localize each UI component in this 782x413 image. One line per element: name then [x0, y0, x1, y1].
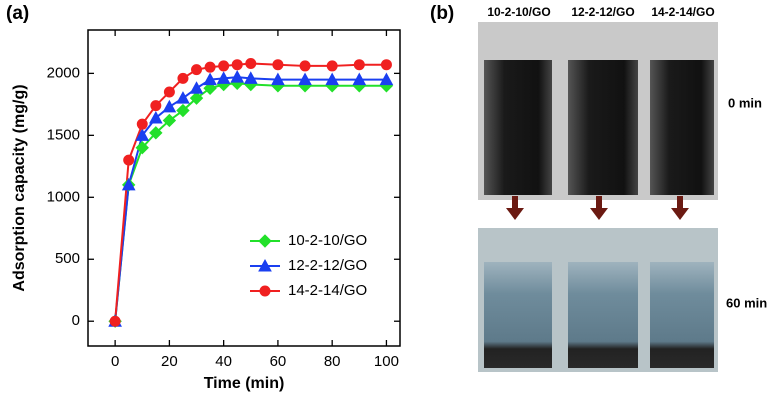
marker — [163, 86, 175, 98]
marker — [352, 72, 367, 86]
arrows — [506, 196, 689, 220]
sample-label: 10-2-10/GO — [487, 5, 550, 19]
marker — [191, 64, 203, 76]
marker — [121, 177, 136, 191]
marker — [203, 81, 217, 95]
marker — [380, 59, 392, 71]
marker — [218, 60, 230, 72]
marker — [216, 71, 231, 84]
legend-label: 14-2-14/GO — [288, 282, 367, 299]
marker — [150, 100, 162, 112]
vial — [568, 60, 638, 195]
sample-label: 12-2-12/GO — [571, 5, 634, 19]
vial — [484, 60, 552, 195]
x-tick-label: 20 — [161, 353, 178, 370]
legend-marker — [259, 285, 271, 297]
marker — [176, 91, 190, 104]
marker — [203, 72, 217, 86]
marker — [176, 103, 190, 118]
marker — [109, 315, 121, 327]
legend-label: 10-2-10/GO — [288, 232, 367, 249]
plot-frame — [87, 29, 401, 347]
y-tick-label: 500 — [55, 250, 80, 267]
marker — [230, 70, 245, 83]
marker — [135, 128, 150, 141]
marker — [299, 60, 311, 72]
marker — [245, 57, 257, 69]
series-line — [114, 82, 387, 322]
marker — [204, 61, 216, 73]
marker — [379, 72, 394, 86]
sample-label: 14-2-14/GO — [651, 5, 714, 19]
marker — [123, 154, 135, 166]
marker — [162, 99, 177, 113]
x-tick-label: 40 — [215, 353, 232, 370]
marker — [189, 91, 204, 105]
vial — [650, 60, 714, 195]
legend-marker — [258, 258, 272, 272]
legend-label: 12-2-12/GO — [288, 257, 367, 274]
vial — [568, 262, 638, 368]
series-line — [114, 62, 387, 322]
series-line — [114, 76, 387, 322]
marker — [136, 118, 148, 130]
marker — [148, 110, 163, 124]
x-tick-label: 60 — [270, 353, 287, 370]
marker — [326, 60, 338, 72]
marker — [271, 72, 285, 86]
x-tick-label: 80 — [324, 353, 341, 370]
marker — [353, 59, 365, 71]
x-tick-label: 100 — [374, 353, 399, 370]
marker — [231, 59, 243, 71]
y-tick-label: 1000 — [47, 188, 80, 205]
marker — [272, 59, 284, 71]
marker — [149, 126, 163, 140]
y-tick-label: 2000 — [47, 64, 80, 81]
x-axis-label: Time (min) — [204, 375, 285, 392]
time-label: 0 min — [728, 95, 762, 110]
marker — [162, 113, 177, 128]
x-tick-label: 0 — [111, 353, 119, 370]
legend-marker — [258, 234, 272, 248]
photo-panel: 10-2-10/GO 12-2-12/GO 14-2-14/GO 0 min 6… — [478, 5, 767, 372]
marker — [177, 72, 189, 84]
marker — [243, 71, 258, 84]
vial — [650, 262, 714, 368]
marker — [189, 81, 204, 94]
panel-label: (b) — [430, 3, 454, 24]
marker — [135, 141, 149, 155]
panel-label: (a) — [6, 3, 29, 24]
y-axis-label: Adsorption capacity (mg/g) — [11, 84, 28, 291]
vial — [484, 262, 552, 368]
time-label: 60 min — [726, 295, 767, 310]
y-tick-label: 0 — [72, 312, 80, 329]
marker — [298, 72, 312, 86]
marker — [325, 72, 340, 86]
y-tick-label: 1500 — [47, 126, 80, 143]
